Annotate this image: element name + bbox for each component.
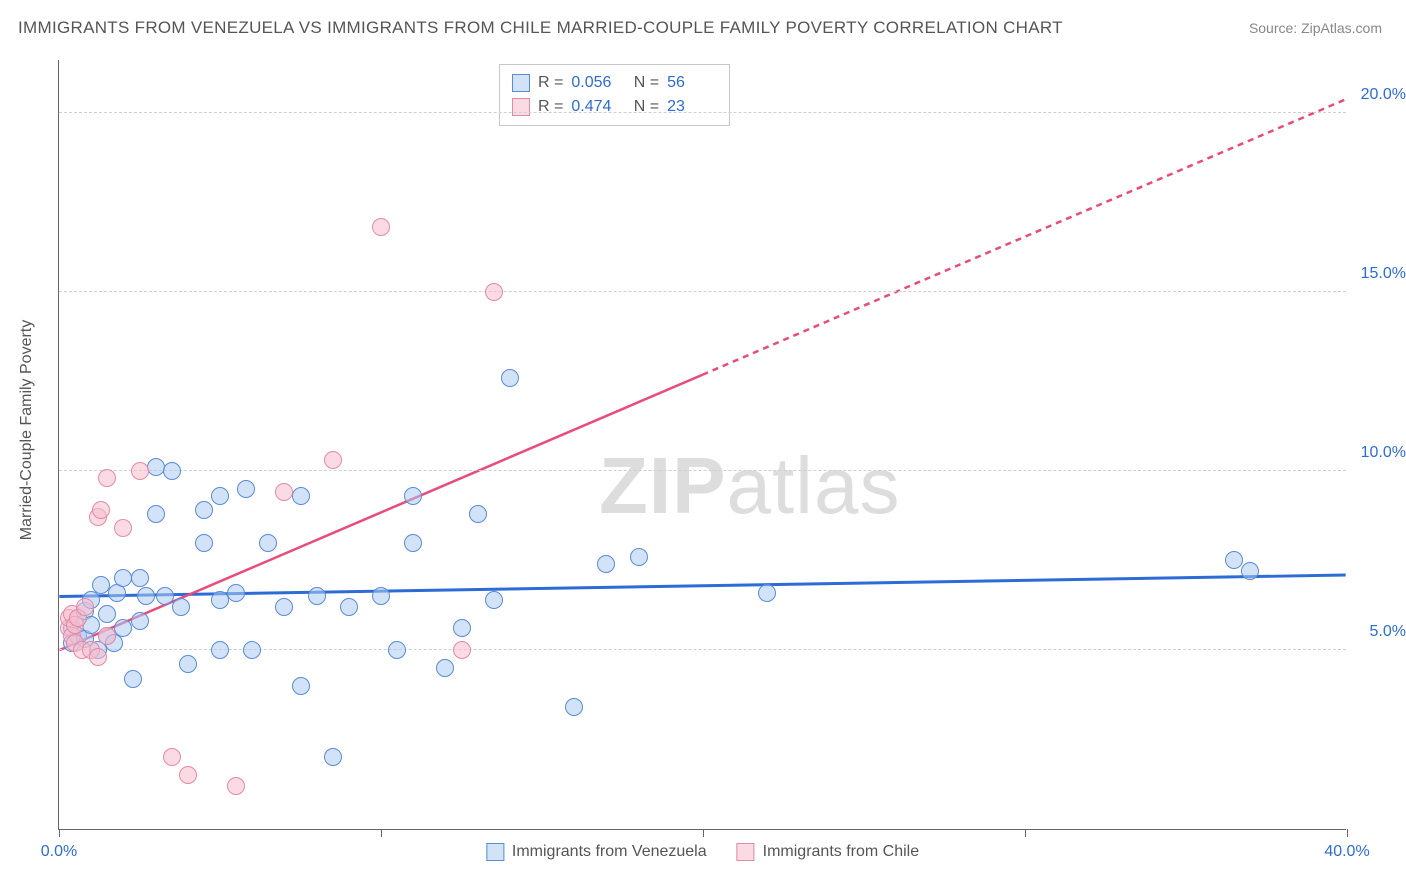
x-tick-label: 40.0% (1324, 843, 1369, 861)
legend-stats-row: R = 0.056 N = 56 (512, 71, 717, 95)
data-point (195, 534, 213, 552)
data-point (227, 584, 245, 602)
data-point (98, 469, 116, 487)
legend-label: Immigrants from Chile (763, 843, 919, 861)
data-point (453, 619, 471, 637)
data-point (98, 627, 116, 645)
stat-value: 56 (667, 71, 717, 95)
x-tick (59, 829, 60, 837)
data-point (137, 587, 155, 605)
chart-svg-layer (59, 60, 1346, 829)
x-tick (703, 829, 704, 837)
data-point (324, 451, 342, 469)
y-tick-label: 15.0% (1351, 265, 1406, 283)
bottom-legend: Immigrants from Venezuela Immigrants fro… (486, 843, 919, 861)
gridline (59, 470, 1346, 471)
data-point (114, 519, 132, 537)
stat-value: 0.474 (571, 95, 621, 119)
data-point (372, 587, 390, 605)
x-tick (1347, 829, 1348, 837)
data-point (237, 480, 255, 498)
data-point (124, 670, 142, 688)
source-label: Source: ZipAtlas.com (1249, 20, 1382, 36)
data-point (404, 534, 422, 552)
legend-item: Immigrants from Chile (737, 843, 919, 861)
x-tick (1025, 829, 1026, 837)
data-point (372, 218, 390, 236)
data-point (388, 641, 406, 659)
data-point (211, 487, 229, 505)
data-point (147, 458, 165, 476)
y-axis-label: Married-Couple Family Poverty (18, 320, 36, 541)
data-point (324, 748, 342, 766)
data-point (259, 534, 277, 552)
data-point (292, 677, 310, 695)
stat-value: 23 (667, 95, 717, 119)
data-point (76, 598, 94, 616)
swatch-icon (512, 74, 530, 92)
data-point (275, 598, 293, 616)
stat-value: 0.056 (571, 71, 621, 95)
y-tick-label: 5.0% (1351, 623, 1406, 641)
data-point (156, 587, 174, 605)
chart-plot-area: ZIPatlas R = 0.056 N = 56 R = 0.474 N = … (58, 60, 1346, 830)
stat-label: N = (629, 71, 659, 95)
x-tick (381, 829, 382, 837)
data-point (565, 698, 583, 716)
chart-title: IMMIGRANTS FROM VENEZUELA VS IMMIGRANTS … (18, 18, 1063, 38)
data-point (227, 777, 245, 795)
data-point (758, 584, 776, 602)
stat-label: R = (538, 71, 563, 95)
data-point (163, 462, 181, 480)
data-point (404, 487, 422, 505)
stat-label: R = (538, 95, 563, 119)
y-tick-label: 20.0% (1351, 86, 1406, 104)
watermark: ZIPatlas (599, 440, 900, 532)
data-point (1225, 551, 1243, 569)
data-point (211, 641, 229, 659)
data-point (131, 569, 149, 587)
data-point (501, 369, 519, 387)
data-point (453, 641, 471, 659)
data-point (485, 591, 503, 609)
swatch-icon (512, 98, 530, 116)
x-tick-label: 0.0% (41, 843, 77, 861)
data-point (179, 655, 197, 673)
data-point (292, 487, 310, 505)
legend-label: Immigrants from Venezuela (512, 843, 707, 861)
legend-stats-row: R = 0.474 N = 23 (512, 95, 717, 119)
legend-item: Immigrants from Venezuela (486, 843, 707, 861)
data-point (597, 555, 615, 573)
y-tick-label: 10.0% (1351, 444, 1406, 462)
data-point (163, 748, 181, 766)
trend-line (703, 99, 1346, 374)
data-point (92, 501, 110, 519)
legend-stats-box: R = 0.056 N = 56 R = 0.474 N = 23 (499, 64, 730, 126)
swatch-icon (486, 843, 504, 861)
data-point (275, 483, 293, 501)
data-point (469, 505, 487, 523)
data-point (1241, 562, 1259, 580)
trend-line (59, 575, 1345, 596)
data-point (195, 501, 213, 519)
data-point (179, 766, 197, 784)
data-point (131, 462, 149, 480)
data-point (89, 648, 107, 666)
gridline (59, 291, 1346, 292)
data-point (436, 659, 454, 677)
swatch-icon (737, 843, 755, 861)
data-point (243, 641, 261, 659)
data-point (340, 598, 358, 616)
data-point (485, 283, 503, 301)
data-point (131, 612, 149, 630)
data-point (98, 605, 116, 623)
stat-label: N = (629, 95, 659, 119)
gridline (59, 112, 1346, 113)
data-point (630, 548, 648, 566)
data-point (308, 587, 326, 605)
data-point (147, 505, 165, 523)
data-point (172, 598, 190, 616)
